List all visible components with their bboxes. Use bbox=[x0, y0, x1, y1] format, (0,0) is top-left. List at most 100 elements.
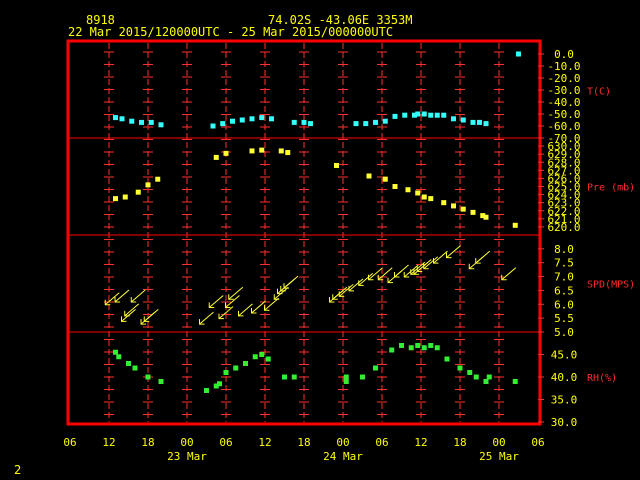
y-tick-label: 622.0 bbox=[547, 205, 580, 218]
temperature-point bbox=[259, 115, 265, 121]
wind-arrow-shaft bbox=[446, 245, 461, 259]
wind-arrow-head bbox=[475, 258, 481, 264]
y-tick-label: 629.0 bbox=[547, 148, 580, 161]
y-tick-label: -70.0 bbox=[547, 132, 580, 145]
wind-arrow-shaft bbox=[368, 267, 383, 281]
y-tick-label: 6.0 bbox=[554, 298, 574, 311]
temperature-point bbox=[516, 51, 521, 57]
temperature-point bbox=[373, 119, 378, 125]
pressure-point bbox=[483, 214, 489, 220]
temperature-point bbox=[382, 118, 388, 124]
wind-arrow-head bbox=[433, 258, 439, 264]
y-tick-label: 621.0 bbox=[547, 213, 580, 226]
station-id: 8918 bbox=[86, 13, 115, 27]
rh-point bbox=[145, 374, 151, 380]
rh-point bbox=[343, 379, 349, 384]
wind-arrow-head bbox=[238, 310, 244, 317]
rh-point bbox=[415, 343, 421, 348]
pressure-point bbox=[135, 189, 141, 195]
wind-arrow bbox=[251, 300, 266, 314]
y-tick-label: -30.0 bbox=[547, 84, 580, 97]
temperature-point bbox=[421, 111, 427, 117]
rh-point bbox=[512, 379, 518, 384]
temperature-point bbox=[139, 119, 144, 125]
wind-arrow-head bbox=[218, 313, 224, 320]
wind-arrow-head bbox=[348, 285, 354, 292]
temperature-point bbox=[412, 112, 417, 118]
rh-point bbox=[360, 374, 365, 380]
pressure-point bbox=[460, 206, 466, 212]
wind-arrow-shaft bbox=[264, 297, 279, 311]
wind-arrow bbox=[218, 306, 234, 320]
pressure-point bbox=[285, 150, 291, 156]
pressure-point bbox=[259, 147, 265, 153]
temperature-point bbox=[415, 111, 421, 117]
wind-arrow-head bbox=[199, 319, 205, 325]
rh-point bbox=[486, 374, 492, 380]
panel-label: RH(%) bbox=[587, 373, 617, 384]
rh-point bbox=[233, 365, 239, 371]
rh-point bbox=[457, 365, 463, 371]
plot-frame bbox=[66, 39, 542, 426]
x-tick-label: 18 bbox=[141, 436, 154, 449]
wind-arrow bbox=[338, 284, 354, 297]
pressure-point bbox=[334, 162, 339, 168]
y-tick-label: -40.0 bbox=[547, 96, 580, 109]
x-date-label: 24 Mar bbox=[323, 450, 363, 463]
rh-point bbox=[204, 388, 209, 393]
wind-arrow bbox=[114, 289, 130, 303]
rh-point bbox=[434, 345, 440, 351]
wind-arrow-head bbox=[329, 296, 335, 303]
wind-arrow-shaft bbox=[208, 295, 224, 308]
temperature-point bbox=[301, 119, 307, 125]
rh-point bbox=[467, 370, 473, 375]
pressure-point bbox=[470, 209, 476, 215]
x-tick-label: 00 bbox=[492, 436, 505, 449]
temperature-point bbox=[158, 122, 164, 128]
wind-arrow-shaft bbox=[338, 284, 354, 297]
y-tick-label: 620.0 bbox=[547, 221, 580, 234]
wind-arrow bbox=[475, 250, 491, 264]
wind-arrow-head bbox=[104, 299, 111, 306]
wind-arrow-head bbox=[225, 302, 231, 309]
panel-wind: 8.07.57.06.56.05.55.0 SPD(MPS) bbox=[104, 243, 635, 339]
wind-arrow bbox=[433, 250, 448, 264]
y-tick-label: 35.0 bbox=[551, 394, 578, 407]
wind-arrow-shaft bbox=[251, 300, 266, 314]
wind-arrow bbox=[143, 308, 159, 322]
pressure-point bbox=[512, 222, 518, 228]
temperature-point bbox=[308, 121, 313, 127]
x-tick-label: 06 bbox=[375, 436, 388, 449]
temperature-point bbox=[113, 115, 118, 121]
rh-point bbox=[373, 365, 378, 371]
y-tick-label: -60.0 bbox=[547, 120, 580, 133]
wind-arrow bbox=[199, 311, 214, 325]
header: 8918 74.02S -43.06E 3353M 22 Mar 2015/12… bbox=[68, 13, 413, 39]
temperature-point bbox=[148, 119, 154, 125]
rh-point bbox=[399, 343, 404, 348]
wind-arrow-head bbox=[368, 274, 374, 281]
wind-arrow-shaft bbox=[283, 275, 299, 289]
rh-point bbox=[265, 356, 271, 362]
x-tick-label: 12 bbox=[258, 436, 271, 449]
temperature-point bbox=[230, 118, 235, 124]
panel-label: T(C) bbox=[587, 87, 611, 98]
wind-arrow bbox=[377, 267, 393, 281]
temperature-point bbox=[353, 121, 359, 127]
wind-arrow-shaft bbox=[218, 306, 234, 319]
wind-arrow-shaft bbox=[124, 303, 140, 317]
x-tick-label: 06 bbox=[63, 436, 76, 449]
y-tick-label: 7.5 bbox=[554, 257, 574, 270]
x-axis: 06 12 18 00 06 12 18 00 06 12 18 00 06 23 Mar 24 Mar 25… bbox=[63, 436, 544, 463]
pressure-point bbox=[145, 182, 151, 188]
wind-arrow-head bbox=[114, 296, 120, 303]
wind-arrow-head bbox=[121, 316, 127, 322]
wind-arrow-head bbox=[446, 252, 452, 259]
wind-arrow-head bbox=[208, 302, 215, 309]
wind-arrow bbox=[348, 278, 364, 292]
x-date-label: 25 Mar bbox=[479, 450, 519, 463]
wind-arrow-head bbox=[280, 285, 286, 292]
wind-arrow bbox=[446, 245, 461, 259]
wind-arrow-shaft bbox=[225, 295, 240, 308]
x-tick-label: 18 bbox=[297, 436, 310, 449]
